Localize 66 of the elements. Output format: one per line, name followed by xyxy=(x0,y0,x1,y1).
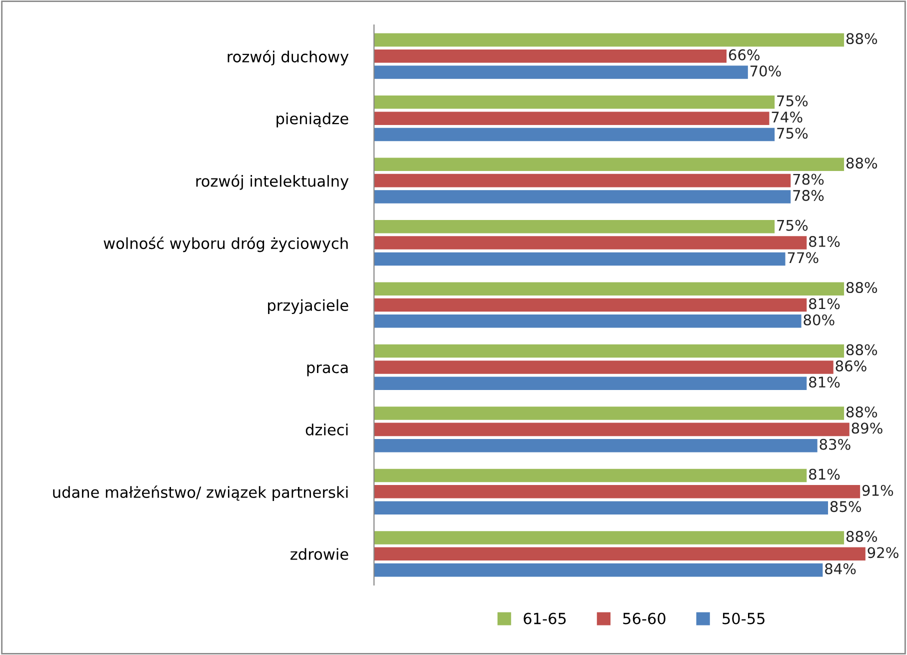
bar xyxy=(374,314,802,328)
bar xyxy=(374,547,866,561)
data-label: 66% xyxy=(728,49,760,60)
legend-label: 61-65 xyxy=(524,612,566,624)
data-label: 81% xyxy=(809,236,840,248)
data-label: 75% xyxy=(777,128,808,139)
data-label: 83% xyxy=(820,438,850,450)
y-tick-label: wolność wyboru dróg życiowych xyxy=(104,236,348,252)
data-label: 88% xyxy=(846,158,878,169)
bar xyxy=(374,252,786,266)
data-label: 88% xyxy=(846,530,878,542)
y-tick-label: udane małżeństwo/ związek partnerski xyxy=(53,486,348,501)
data-label: 81% xyxy=(809,468,840,480)
data-label: 91% xyxy=(862,484,894,496)
bar xyxy=(374,49,727,63)
y-tick-label: praca xyxy=(307,364,348,376)
bar xyxy=(374,96,775,109)
data-label: 92% xyxy=(868,547,898,558)
data-label: 88% xyxy=(846,344,878,356)
bar xyxy=(374,112,770,125)
data-label: 75% xyxy=(777,220,808,231)
bar xyxy=(374,485,860,498)
bar xyxy=(374,422,850,436)
legend-label: 56-60 xyxy=(623,612,666,624)
data-label: 74% xyxy=(772,112,802,123)
data-label: 75% xyxy=(777,95,808,106)
y-tick-label: rozwój duchowy xyxy=(228,50,349,66)
data-label: 88% xyxy=(846,406,878,418)
bar xyxy=(374,33,844,47)
y-tick-label: dzieci xyxy=(306,424,348,436)
bar xyxy=(374,174,791,188)
data-label: 77% xyxy=(788,252,818,264)
data-label: 81% xyxy=(809,376,840,388)
bar xyxy=(374,298,807,312)
legend-label: 50-55 xyxy=(722,612,764,624)
bar xyxy=(374,158,844,172)
bar xyxy=(374,376,807,390)
data-label: 84% xyxy=(825,563,856,574)
bar xyxy=(374,406,844,420)
y-tick-label: zdrowie xyxy=(290,548,348,560)
bar xyxy=(374,563,823,577)
bar xyxy=(374,220,775,234)
y-tick-label: przyjaciele xyxy=(268,299,348,314)
bar xyxy=(374,468,807,482)
bar xyxy=(374,360,834,374)
data-label: 78% xyxy=(793,190,824,201)
bar xyxy=(374,282,844,296)
data-label: 70% xyxy=(750,65,781,77)
y-tick-label: rozwój intelektualny xyxy=(196,174,349,190)
data-label: 88% xyxy=(846,33,878,44)
data-label: 85% xyxy=(830,501,862,512)
bar xyxy=(374,66,748,79)
data-label: 80% xyxy=(804,314,834,326)
data-label: 89% xyxy=(852,422,882,434)
bar xyxy=(374,438,818,452)
bar xyxy=(374,531,844,544)
data-label: 78% xyxy=(793,174,824,185)
bar xyxy=(374,344,844,358)
data-label: 81% xyxy=(809,298,840,310)
data-label: 86% xyxy=(836,360,866,372)
bar xyxy=(374,501,828,514)
data-label: 88% xyxy=(846,282,878,294)
bar xyxy=(374,190,791,204)
y-tick-label: pieniądze xyxy=(276,112,348,128)
bar xyxy=(374,128,775,142)
bar xyxy=(374,236,807,250)
